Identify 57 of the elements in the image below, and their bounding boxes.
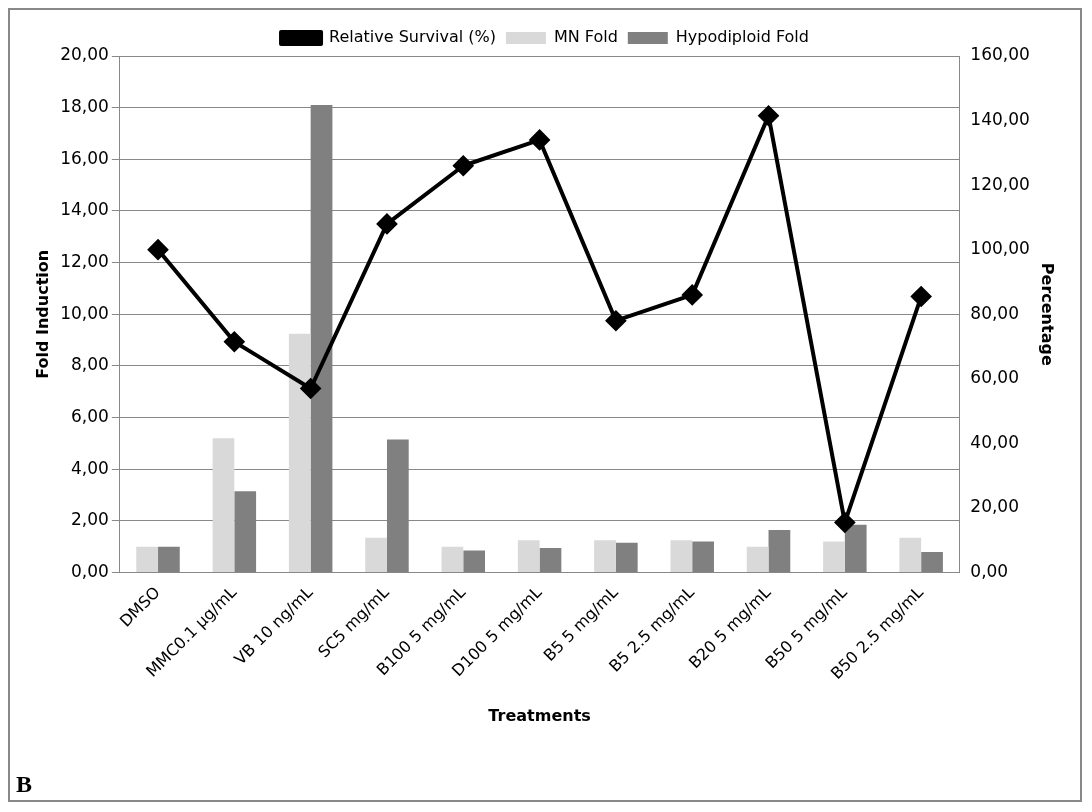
bar [539, 548, 562, 573]
y2-tick-label: 140,00 [970, 108, 1030, 129]
y2-tick-label: 160,00 [970, 44, 1030, 65]
y-tick-label: 14,00 [60, 199, 109, 220]
bar [517, 540, 540, 573]
y2-tick-label: 80,00 [970, 302, 1019, 323]
bar [463, 550, 486, 573]
bar [823, 541, 845, 573]
point [834, 512, 855, 533]
y-tick-label: 12,00 [60, 251, 109, 272]
y-tick-label: 2,00 [71, 509, 109, 530]
bar [692, 541, 714, 573]
y-tick-label: 18,00 [60, 96, 109, 117]
bar [288, 333, 311, 573]
y2-tick-label: 40,00 [970, 431, 1019, 452]
x-axis-title: Treatments [488, 705, 591, 725]
bar [594, 540, 616, 573]
point [148, 239, 169, 260]
bar [921, 551, 943, 573]
y-tick-label: 6,00 [71, 406, 109, 426]
y2-tick-label: 0,00 [970, 560, 1009, 581]
y2-tick-label: 20,00 [970, 496, 1019, 517]
bar [899, 537, 922, 573]
bar [365, 537, 387, 573]
y-tick-label: 20,00 [60, 44, 109, 65]
y-tick-label: 8,00 [71, 354, 109, 375]
y2-tick-label: 100,00 [970, 238, 1030, 259]
y2-axis-title: Percentage [1038, 262, 1058, 366]
text: B [16, 771, 33, 798]
point [376, 213, 397, 234]
point [453, 155, 474, 176]
bar [136, 546, 159, 573]
bar [844, 524, 867, 573]
bar [670, 540, 693, 573]
y-tick-label: 4,00 [71, 457, 109, 478]
bar [768, 529, 791, 573]
y-tick-label: 16,00 [60, 147, 109, 168]
point [605, 310, 626, 331]
point [682, 284, 703, 305]
bar [615, 542, 638, 573]
y2-tick-label: 120,00 [970, 173, 1030, 194]
y2-tick-label: 60,00 [970, 367, 1019, 388]
y-axis-title: Fold Induction [32, 249, 52, 379]
bar [158, 546, 180, 573]
point [911, 286, 932, 307]
bar [212, 438, 235, 573]
point [758, 105, 779, 126]
legend-label: Relative Survival (%) [329, 27, 496, 47]
point [224, 331, 245, 352]
bar [441, 546, 464, 573]
point [300, 378, 321, 399]
y-tick-label: 10,00 [60, 302, 109, 323]
legend-label: Hypodiploid Fold [675, 27, 809, 47]
y-tick-label: 0,00 [71, 560, 109, 581]
bar [746, 546, 769, 573]
legend-label: MN Fold [553, 27, 618, 47]
point [529, 129, 550, 150]
